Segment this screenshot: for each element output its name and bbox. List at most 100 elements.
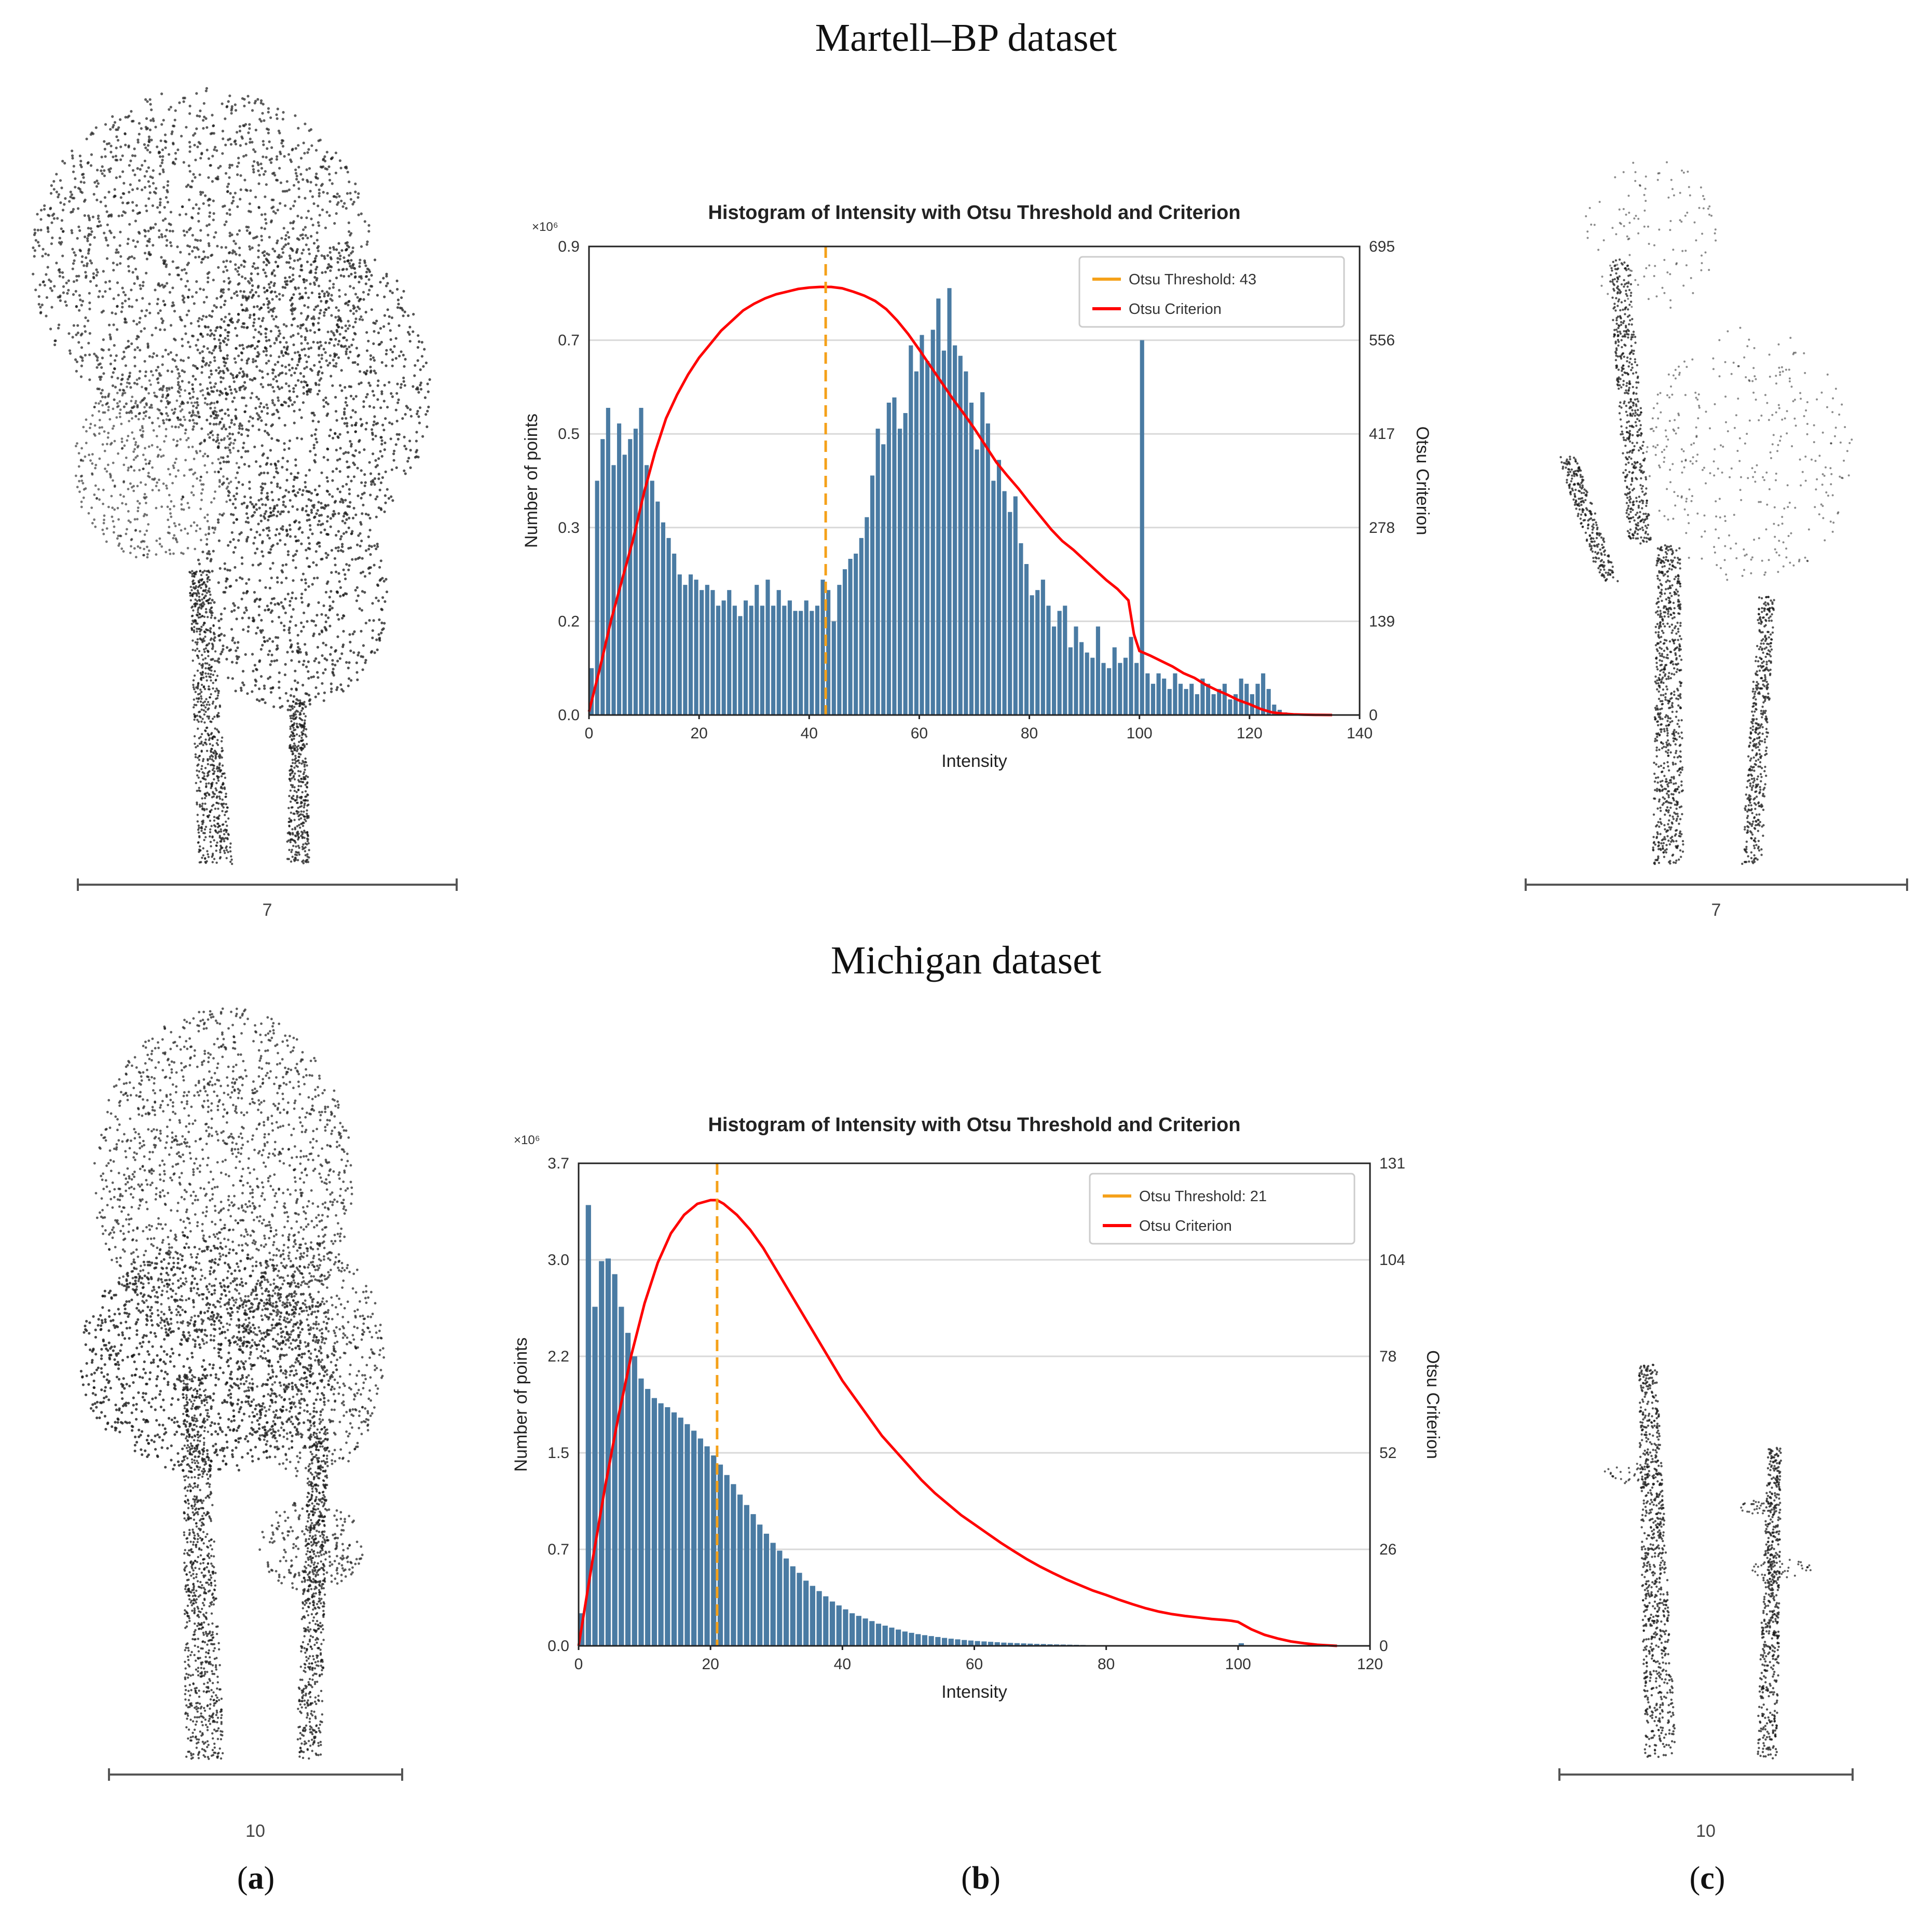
histogram-bar (619, 1307, 624, 1646)
histogram-bar (738, 616, 743, 715)
histogram-bar (799, 611, 803, 715)
histogram-bar (1052, 626, 1057, 715)
y2-tick-label: 139 (1369, 613, 1395, 630)
histogram-bar (947, 288, 952, 715)
histogram-bar (727, 590, 732, 715)
histogram-bar (771, 606, 776, 715)
histogram-bar (1206, 683, 1211, 715)
plot-frame (588, 245, 1361, 716)
x-tick-label: 0 (574, 1656, 583, 1673)
histogram-bar (996, 460, 1002, 715)
histogram-bar (1021, 1643, 1026, 1646)
y2-tick-label: 0 (1369, 707, 1378, 724)
histogram-bar (716, 606, 721, 715)
histogram-bar (856, 1616, 861, 1646)
histogram-bar (810, 611, 814, 715)
histogram-bar (859, 538, 864, 715)
x-tick-label: 0 (585, 725, 594, 742)
histogram-bar (1272, 704, 1277, 715)
histogram-bar (902, 1631, 908, 1646)
histogram-bar (968, 1640, 974, 1646)
histogram-bar (776, 590, 781, 715)
scale-label-martell-right: 7 (1711, 900, 1721, 920)
histogram-bar (991, 480, 996, 715)
histogram-bar (770, 1543, 776, 1646)
y2-axis-label: Otsu Criterion (1413, 427, 1432, 535)
y-tick-label: 0.2 (558, 613, 580, 630)
histogram-bar (677, 574, 682, 715)
legend-label-criterion: Otsu Criterion (1139, 1218, 1232, 1234)
histogram-bar (650, 480, 654, 715)
histogram-bar (1107, 668, 1112, 715)
histogram-bar (645, 465, 649, 715)
histogram-bar (1013, 496, 1018, 715)
x-tick-label: 60 (966, 1656, 983, 1673)
histogram-bar (831, 621, 836, 715)
histogram-bar (875, 1624, 882, 1646)
histogram-bar (1266, 689, 1271, 715)
x-tick-label: 20 (702, 1656, 719, 1673)
histogram-bar (1008, 512, 1012, 715)
otsu-criterion-line (587, 285, 1333, 717)
histogram-bar (672, 553, 677, 715)
histogram-bar (1002, 491, 1007, 715)
histogram-bar (1150, 683, 1156, 715)
y-tick-label: 0.9 (558, 238, 580, 255)
histogram-bar (797, 1573, 802, 1646)
histogram-bar (1027, 1643, 1033, 1646)
histogram-bar (638, 1378, 644, 1646)
histogram-bar (948, 1639, 954, 1646)
histogram-bar (981, 1641, 987, 1646)
histogram-bar (1034, 1644, 1040, 1646)
histogram-bar (757, 1524, 763, 1646)
y-tick-label: 2.2 (547, 1348, 569, 1365)
histogram-bar (955, 1639, 961, 1646)
histogram-bar (1046, 606, 1051, 715)
histogram-bar (882, 1626, 888, 1646)
histogram-bar (994, 1642, 1000, 1646)
histogram-bar (903, 413, 908, 715)
dataset-title-michigan: Michigan dataset (830, 939, 1102, 982)
histogram-bar (691, 1431, 697, 1646)
histogram-bar (1173, 673, 1177, 715)
histogram-bar (892, 397, 897, 715)
histogram-bar (836, 1605, 842, 1646)
histogram-bar (717, 1464, 723, 1646)
histogram-bar (898, 429, 902, 715)
histogram-bar (678, 1418, 683, 1646)
histogram-bar (928, 1636, 934, 1646)
otsu-criterion-line (577, 1199, 1337, 1647)
panel-label-c: (c) (1689, 1861, 1725, 1896)
histogram-bar (953, 345, 957, 715)
legend-label-criterion: Otsu Criterion (1129, 301, 1222, 318)
histogram-bar (964, 371, 968, 715)
histogram-bar (1019, 543, 1023, 715)
scale-label-michigan-left: 10 (245, 1821, 265, 1841)
x-tick-label: 140 (1347, 725, 1373, 742)
histogram-bar (1178, 683, 1183, 715)
histogram-bar (700, 590, 704, 715)
histogram-bar (804, 600, 809, 715)
histogram-bar (810, 1586, 815, 1646)
histogram-bar (1167, 689, 1172, 715)
histogram-bar (585, 1205, 591, 1646)
histogram-bar (980, 392, 985, 715)
histogram-bar (1140, 340, 1144, 715)
y-tick-label: 0.7 (547, 1541, 569, 1558)
histogram-bar (1234, 694, 1238, 715)
histogram-bar (666, 538, 671, 715)
dataset-title-martell: Martell–BP dataset (815, 16, 1117, 60)
histogram-bar (724, 1475, 730, 1646)
y2-tick-label: 417 (1369, 425, 1395, 443)
point-cloud-martell-wood (1559, 161, 1853, 865)
histogram-bar (694, 580, 698, 715)
histogram-bar (683, 585, 688, 715)
histogram-bar (862, 1618, 868, 1646)
histogram-bar (1008, 1643, 1013, 1646)
histogram-bar (922, 1635, 928, 1646)
panel-label-a: (a) (237, 1861, 275, 1896)
histogram-bar (930, 329, 935, 715)
y-tick-label: 0.7 (558, 332, 580, 349)
histogram-bar (617, 423, 622, 715)
